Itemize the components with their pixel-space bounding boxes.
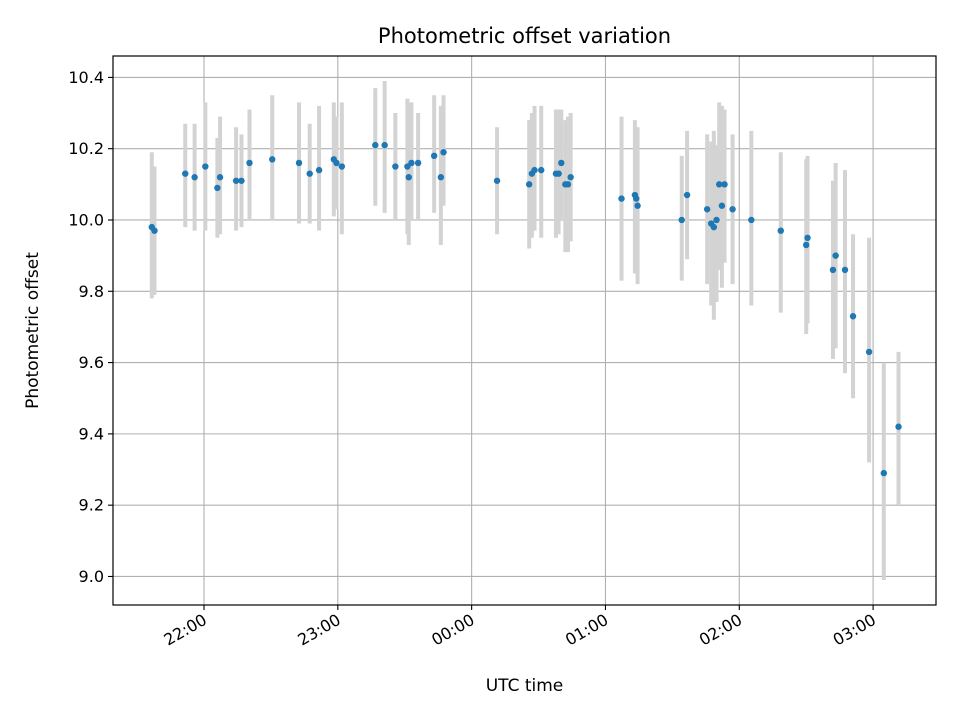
data-point [525,181,533,188]
data-point [531,166,538,174]
data-point [895,423,902,430]
data-point [710,223,718,231]
data-point [683,191,691,199]
data-point [729,206,736,213]
data-point [338,163,346,170]
data-point [748,216,755,224]
data-point [777,227,784,234]
data-point [238,177,245,184]
data-point [802,241,810,249]
data-point [202,163,209,170]
data-point [372,141,379,149]
data-point [716,181,723,188]
data-point [306,170,313,177]
data-point [392,163,399,170]
data-point [567,174,574,181]
data-point [269,156,276,163]
chart-title: Photometric offset variation [378,24,671,48]
data-point [440,149,447,156]
y-axis: 9.0 9.2 9.4 9.6 9.8 10.0 10.2 10.4 [68,68,113,586]
data-point [381,141,388,149]
data-point [315,166,323,174]
y-tick-label: 10.0 [68,210,104,229]
data-point [493,177,501,184]
data-point [849,313,857,320]
data-point [408,159,415,167]
data-point [865,348,873,356]
data-point [703,206,711,213]
y-tick-label: 9.4 [79,424,104,443]
data-point [841,266,849,274]
data-point [246,159,253,167]
y-axis-label: Photometric offset [23,252,43,409]
x-axis-label: UTC time [486,676,564,696]
data-point [151,227,158,234]
data-point [880,469,888,477]
data-point [538,166,545,174]
plot-area-frame [112,55,937,606]
data-point [618,195,625,202]
y-tick-label: 10.2 [68,139,104,158]
data-point [558,159,565,167]
y-tick-label: 9.2 [79,496,104,515]
data-point [829,266,837,274]
y-tick-label: 9.0 [79,567,104,586]
y-tick-label: 9.6 [79,353,104,372]
data-point [804,234,811,242]
data-point [216,174,224,181]
data-point [721,181,728,188]
data-point [564,181,572,188]
y-tick-label: 10.4 [68,68,104,87]
data-point [232,177,240,184]
data-point [634,202,641,209]
data-point [414,159,422,167]
data-point [333,159,340,167]
data-point [718,202,726,209]
y-tick-label: 9.8 [79,282,104,301]
data-point [182,170,189,177]
data-point [430,152,438,160]
data-points [148,141,902,477]
data-point [678,216,685,224]
data-point [555,170,562,177]
data-point [437,174,445,181]
data-point [214,184,221,192]
data-point [713,216,720,224]
data-point [295,159,303,167]
data-point [405,174,412,181]
data-point [832,252,839,259]
data-point [633,195,640,202]
data-point [191,174,198,181]
